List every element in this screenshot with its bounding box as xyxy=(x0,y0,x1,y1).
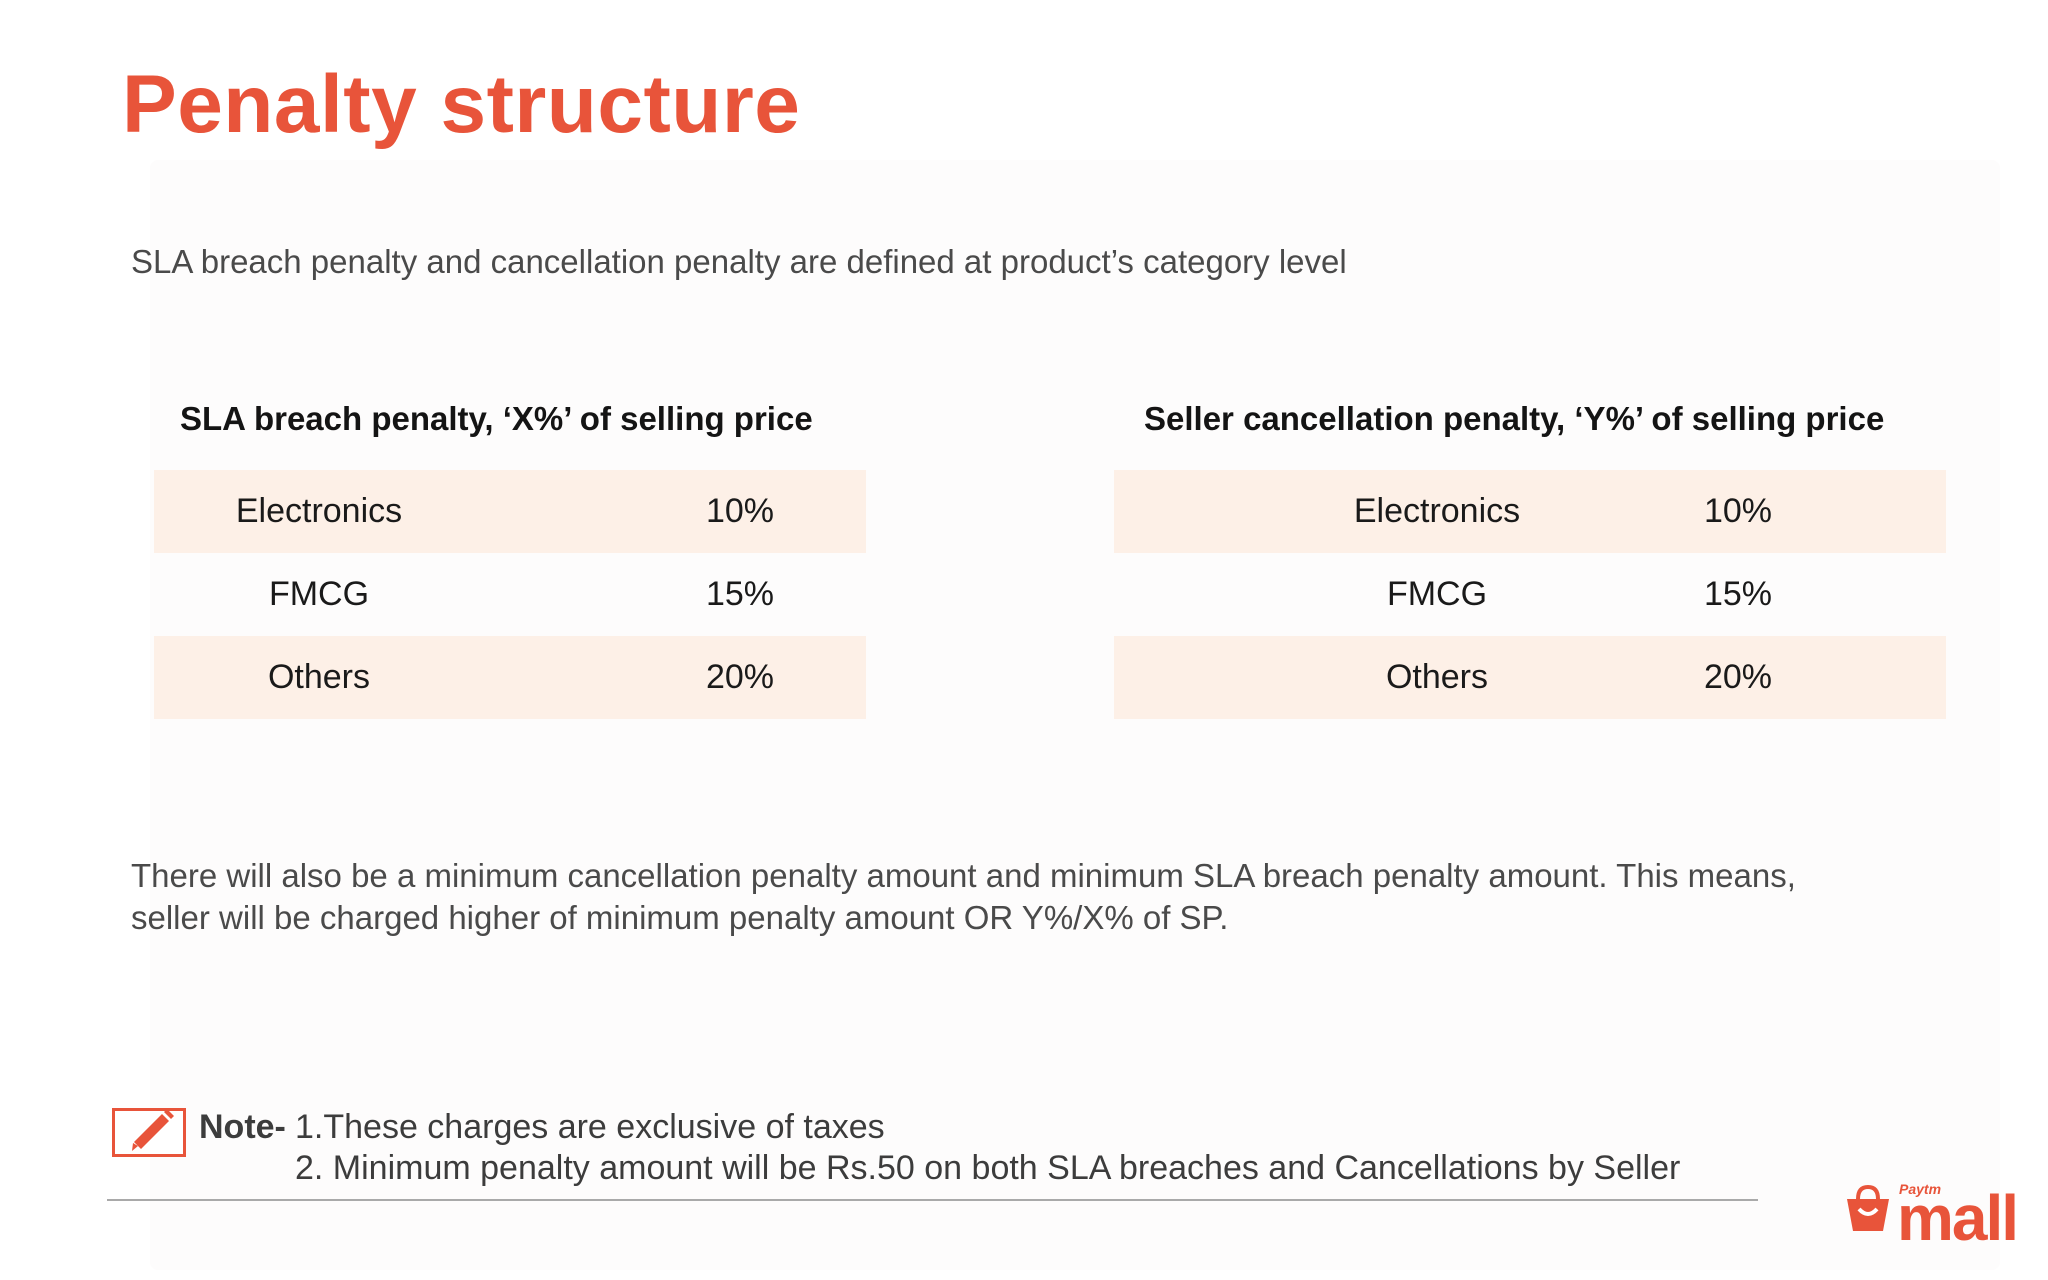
category-cell: FMCG xyxy=(268,575,370,613)
note-line-2: 2. Minimum penalty amount will be Rs.50 … xyxy=(295,1149,1681,1187)
table-row: FMCG 15% xyxy=(1114,553,1946,636)
shopping-bag-icon xyxy=(1847,1184,1889,1231)
note-label: Note- xyxy=(199,1108,286,1146)
page-title: Penalty structure xyxy=(122,59,801,150)
value-text: 15% xyxy=(1703,575,1773,613)
explanation-paragraph: There will also be a minimum cancellatio… xyxy=(131,855,1911,939)
category-cell: Electronics xyxy=(235,492,403,530)
subtitle: SLA breach penalty and cancellation pena… xyxy=(131,243,1347,280)
logo-mall-text: mall xyxy=(1897,1182,2019,1254)
table-row: Electronics 10% xyxy=(154,470,866,553)
sla-penalty-table: Electronics 10% FMCG 15% Others 20% xyxy=(154,470,866,719)
sla-table-heading: SLA breach penalty, ‘X%’ of selling pric… xyxy=(180,400,813,437)
value-text: 10% xyxy=(705,492,775,530)
footer-divider xyxy=(107,1199,1758,1201)
value-text: 15% xyxy=(705,575,775,613)
category-cell: Electronics xyxy=(1353,492,1521,530)
paragraph-line: There will also be a minimum cancellatio… xyxy=(131,857,1796,894)
table-row: FMCG 15% xyxy=(154,553,866,636)
value-text: 10% xyxy=(1703,492,1773,530)
value-text: 20% xyxy=(1703,658,1773,696)
table-row: Electronics 10% xyxy=(1114,470,1946,553)
paragraph-line: seller will be charged higher of minimum… xyxy=(131,899,1229,936)
table-row: Others 20% xyxy=(154,636,866,719)
logo-paytm-text: Paytm xyxy=(1899,1181,1942,1197)
cancellation-penalty-table: Electronics 10% FMCG 15% Others 20% xyxy=(1114,470,1946,719)
note-line-1: 1.These charges are exclusive of taxes xyxy=(295,1108,885,1146)
cancellation-table-heading: Seller cancellation penalty, ‘Y%’ of sel… xyxy=(1144,400,1885,437)
table-row: Others 20% xyxy=(1114,636,1946,719)
category-cell: Others xyxy=(1385,658,1489,696)
value-text: 20% xyxy=(705,658,775,696)
category-cell: Others xyxy=(267,658,371,696)
category-cell: FMCG xyxy=(1386,575,1488,613)
pencil-note-icon xyxy=(112,1108,186,1157)
